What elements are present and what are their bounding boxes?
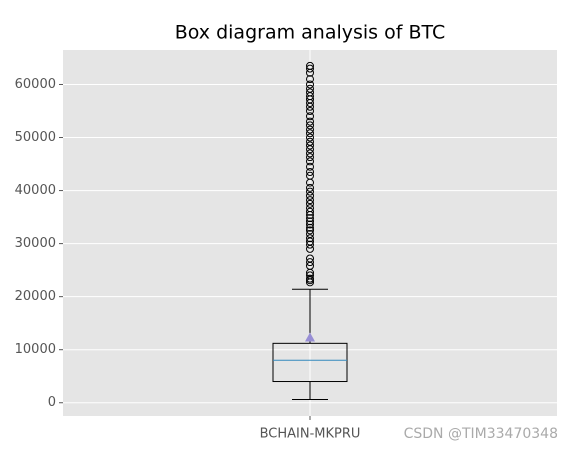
box [272, 342, 348, 383]
flier [306, 75, 314, 84]
flier [306, 217, 314, 226]
flier [306, 271, 314, 280]
flier [306, 191, 314, 200]
flier [306, 214, 314, 223]
flier [306, 240, 314, 249]
flier [306, 125, 314, 134]
flier [306, 141, 314, 150]
y-tick-label: 0 [48, 395, 56, 410]
flier [306, 183, 314, 192]
flier [306, 137, 314, 146]
y-tick-label: 30000 [15, 236, 56, 251]
flier [306, 230, 314, 239]
y-tick-label: 10000 [15, 342, 56, 357]
flier [306, 80, 314, 89]
flier [306, 121, 314, 130]
flier [306, 171, 314, 180]
flier [306, 226, 314, 235]
flier [306, 61, 314, 70]
flier [306, 157, 314, 166]
flier [306, 162, 314, 171]
y-tick-label: 20000 [15, 289, 56, 304]
flier [306, 129, 314, 138]
flier [306, 274, 314, 283]
flier [306, 196, 314, 205]
flier [306, 168, 314, 176]
flier [306, 187, 314, 196]
flier [306, 133, 314, 142]
y-tick-label: 60000 [15, 77, 56, 92]
flier [306, 149, 314, 158]
flier [306, 199, 314, 208]
mean [305, 332, 315, 342]
flier [306, 107, 314, 115]
flier [306, 84, 314, 93]
x-tick-label: BCHAIN-MKPRU [260, 427, 361, 442]
watermark: CSDN @TIM33470348 [404, 426, 558, 442]
flier [306, 88, 314, 97]
flier [306, 117, 314, 126]
flier [306, 223, 314, 232]
flier [306, 112, 314, 121]
flier [306, 258, 314, 267]
flier [306, 153, 314, 162]
flier [306, 220, 314, 229]
y-tick-label: 50000 [15, 130, 56, 145]
flier [306, 254, 314, 263]
flier [306, 64, 314, 73]
flier [306, 234, 314, 243]
chart-title: Box diagram analysis of BTC [175, 22, 446, 44]
flier [306, 204, 314, 213]
y-tick-label: 40000 [15, 183, 56, 198]
flier [306, 207, 314, 216]
